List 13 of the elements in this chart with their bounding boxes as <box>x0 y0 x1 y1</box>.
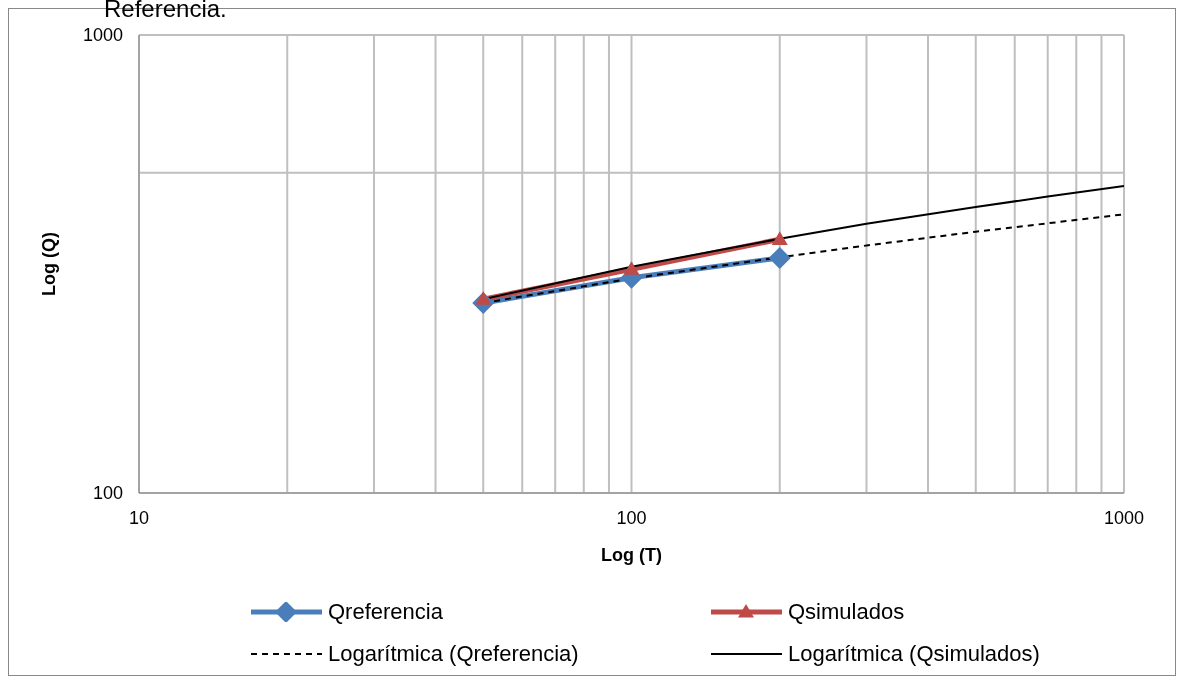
legend-label: Qreferencia <box>328 599 443 625</box>
x-tick-label: 100 <box>616 507 647 528</box>
legend-label: Logarítmica (Qsimulados) <box>788 641 1040 667</box>
legend-label: Qsimulados <box>788 599 905 625</box>
legend-label: Logarítmica (Qreferencia) <box>328 641 579 667</box>
point <box>768 246 791 269</box>
x-tick-label: 1000 <box>1103 507 1145 528</box>
point <box>623 261 640 275</box>
y-axis-title: Log (Q) <box>39 232 60 296</box>
x-tick-label: 10 <box>128 507 150 528</box>
x-axis-title: Log (T) <box>601 545 662 565</box>
point <box>771 231 788 245</box>
text: Referencia. <box>104 0 227 23</box>
